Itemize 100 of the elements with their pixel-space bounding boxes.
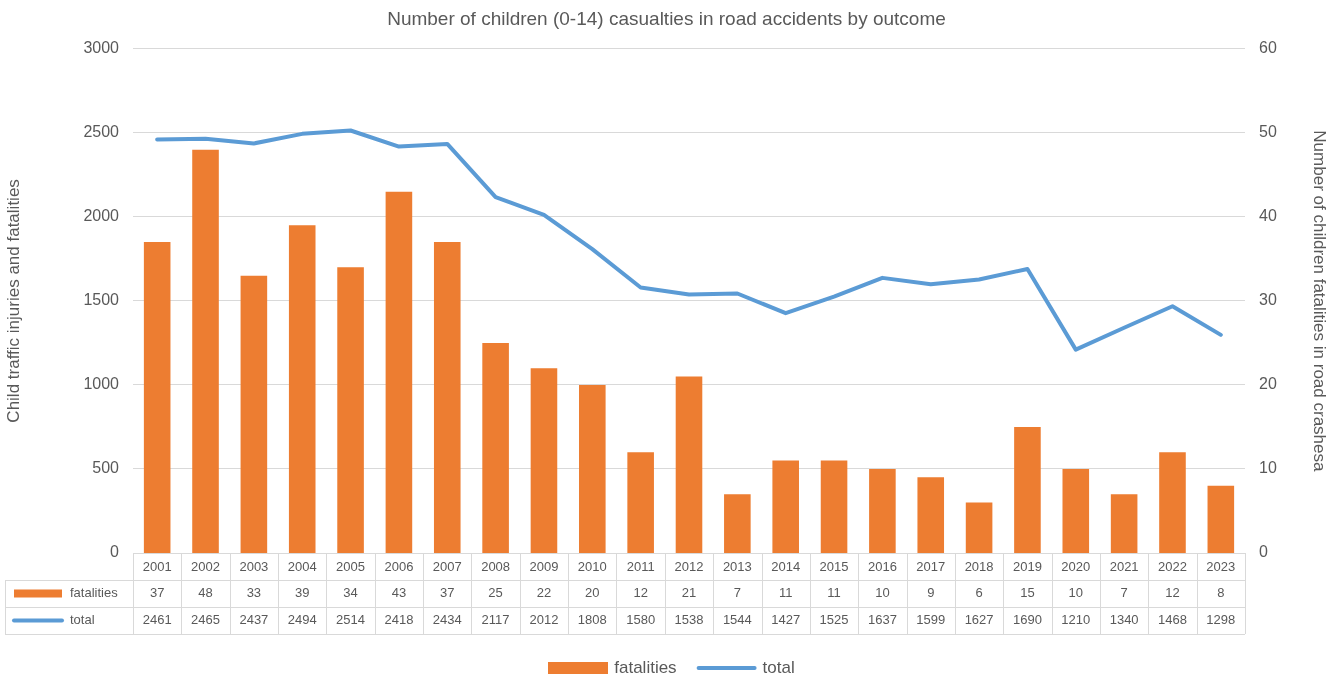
y2-tick-label: 10 <box>1259 459 1277 477</box>
y-axis-title: Child traffic injuries and fatalities <box>3 179 23 423</box>
data-label: 1427 <box>771 612 801 628</box>
x-tick-label: 2008 <box>481 559 511 575</box>
y2-axis-title: Number of children fatalities in road crashesa <box>1310 130 1330 472</box>
x-tick-label: 2010 <box>577 559 607 575</box>
bar <box>772 460 799 553</box>
x-tick-label: 2006 <box>384 559 414 575</box>
data-label: 1627 <box>964 612 994 628</box>
y-tick-label: 0 <box>110 543 120 561</box>
data-label: 1690 <box>1012 612 1042 628</box>
y2-tick-label: 60 <box>1259 39 1277 57</box>
y-tick-label: 500 <box>92 459 120 477</box>
data-label: 11 <box>778 585 793 601</box>
data-label: 1637 <box>867 612 897 628</box>
x-tick-label: 2004 <box>287 559 317 575</box>
y-tick-label: 1500 <box>83 291 120 309</box>
data-label: 1468 <box>1158 612 1187 628</box>
x-tick-label: 2022 <box>1158 559 1187 575</box>
x-tick-label: 2003 <box>239 559 269 575</box>
bar <box>385 191 413 553</box>
data-label: 22 <box>536 585 552 601</box>
data-label: 12 <box>1165 585 1180 601</box>
x-tick-label: 2015 <box>819 559 849 575</box>
bar <box>1159 452 1186 553</box>
data-label: 2418 <box>384 612 414 628</box>
data-label: 11 <box>827 585 841 601</box>
x-tick-label: 2019 <box>1012 559 1042 575</box>
y2-tick-label: 50 <box>1259 123 1277 141</box>
data-label: 33 <box>246 585 262 601</box>
y-tick-label: 3000 <box>83 39 120 57</box>
x-tick-label: 2005 <box>336 559 366 575</box>
bar <box>433 242 461 553</box>
bar <box>1207 485 1235 553</box>
x-tick-label: 2009 <box>529 559 559 575</box>
x-tick-label: 2021 <box>1109 559 1139 575</box>
data-label: 34 <box>343 585 358 601</box>
data-label: 1210 <box>1061 612 1091 628</box>
legend-label: total <box>70 612 95 628</box>
text: total <box>762 657 795 677</box>
y-tick-label: 2000 <box>83 207 120 225</box>
data-label: 1340 <box>1109 612 1139 628</box>
data-label: 2437 <box>239 612 269 628</box>
chart-title: Number of children (0-14) casualties in road accidents by outcome <box>387 7 946 29</box>
bar <box>579 384 606 553</box>
x-tick-label: 2014 <box>771 559 801 575</box>
data-label: 1580 <box>626 612 656 628</box>
data-label: 21 <box>681 585 697 601</box>
data-label: 10 <box>875 585 890 601</box>
x-tick-label: 2016 <box>867 559 897 575</box>
data-label: 2012 <box>529 612 559 628</box>
data-label: 15 <box>1020 585 1035 601</box>
bar <box>1014 426 1041 553</box>
legend-label: fatalities <box>70 585 119 601</box>
data-label: 1544 <box>722 612 752 628</box>
data-label: 48 <box>198 585 213 601</box>
bar <box>1110 494 1138 553</box>
data-label: 2434 <box>432 612 462 628</box>
data-label: 2514 <box>336 612 366 628</box>
bar <box>820 460 848 553</box>
data-label: 25 <box>488 585 503 601</box>
data-label: 6 <box>975 585 983 601</box>
text: fatalities <box>614 657 677 677</box>
y-tick-label: 1000 <box>83 375 120 393</box>
bar <box>627 452 654 553</box>
x-tick-label: 2017 <box>916 559 946 575</box>
x-tick-label: 2018 <box>964 559 994 575</box>
data-label: 20 <box>585 585 600 601</box>
x-tick-label: 2013 <box>722 559 752 575</box>
y2-tick-label: 0 <box>1259 543 1268 561</box>
bar <box>869 468 896 553</box>
y2-tick-label: 20 <box>1259 375 1277 393</box>
data-label: 10 <box>1068 585 1084 601</box>
x-tick-label: 2007 <box>432 559 462 575</box>
x-tick-label: 2001 <box>142 559 172 575</box>
data-label: 2461 <box>142 612 172 628</box>
bar <box>965 502 993 553</box>
bar <box>337 267 364 553</box>
data-label: 1599 <box>916 612 946 628</box>
data-label: 1525 <box>819 612 849 628</box>
bar <box>482 342 509 553</box>
bar <box>917 477 945 553</box>
data-label: 37 <box>149 585 165 601</box>
x-tick-label: 2012 <box>674 559 704 575</box>
data-label: 7 <box>1120 585 1128 601</box>
data-label: 8 <box>1217 585 1225 601</box>
x-tick-label: 2020 <box>1061 559 1091 575</box>
data-label: 1808 <box>577 612 607 628</box>
data-label: 1298 <box>1206 612 1236 628</box>
bar <box>675 376 703 553</box>
data-label: 7 <box>733 585 741 601</box>
x-tick-label: 2023 <box>1206 559 1236 575</box>
data-label: 9 <box>927 585 935 601</box>
x-tick-label: 2011 <box>626 559 655 575</box>
data-label: 2465 <box>191 612 220 628</box>
y2-tick-label: 40 <box>1259 207 1277 225</box>
x-tick-label: 2002 <box>191 559 220 575</box>
data-label: 43 <box>391 585 407 601</box>
data-label: 37 <box>440 585 455 601</box>
data-label: 2117 <box>481 612 510 628</box>
